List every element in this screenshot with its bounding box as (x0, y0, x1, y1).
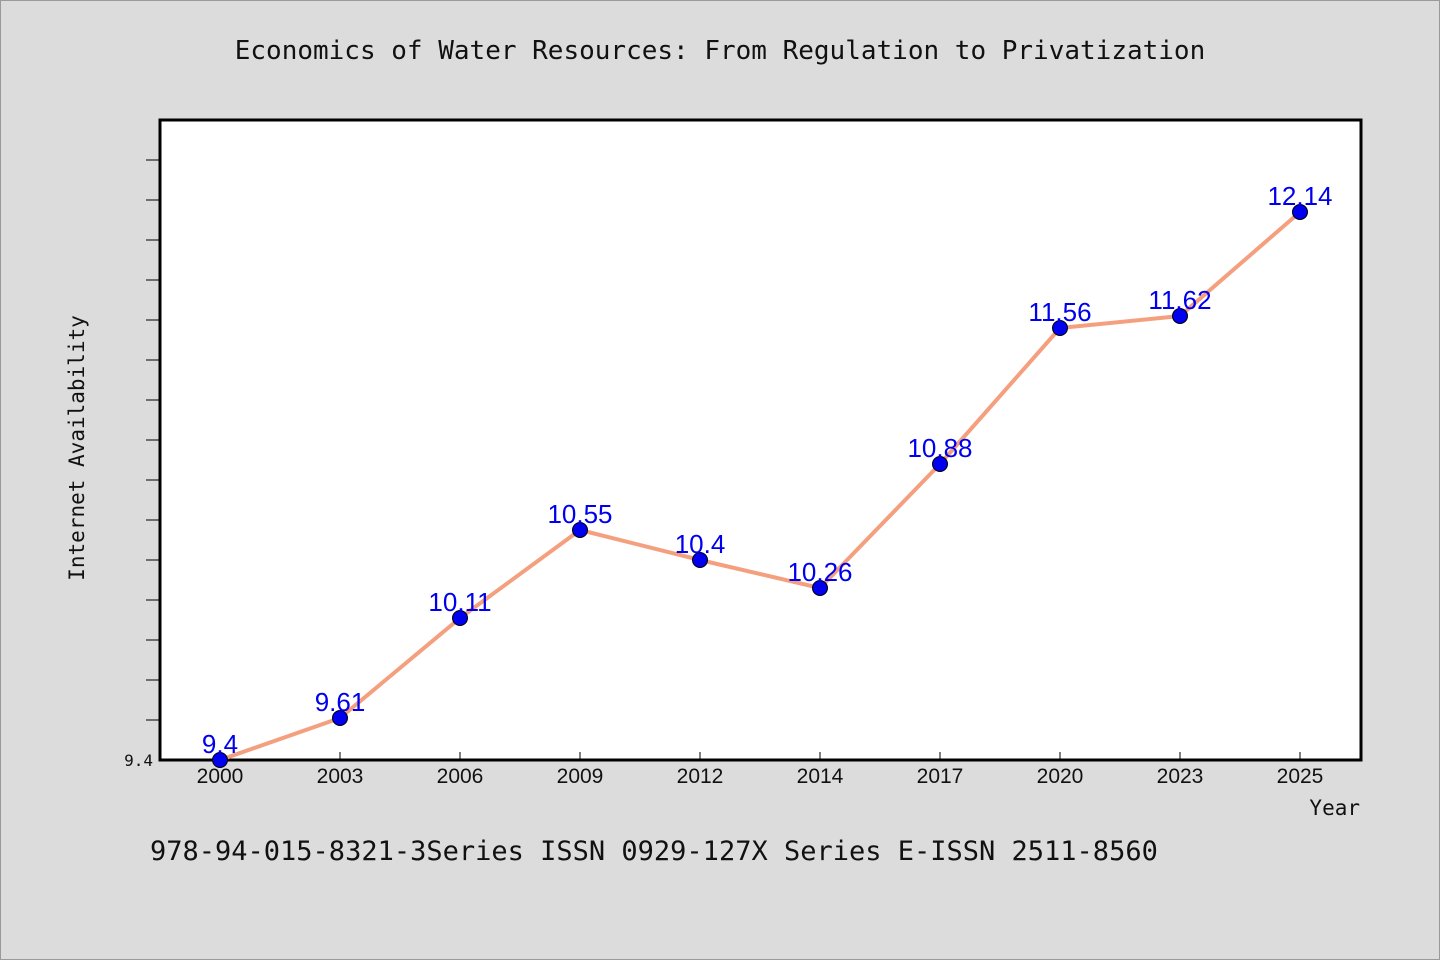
data-point (332, 710, 348, 726)
data-label: 11.56 (1028, 297, 1091, 327)
x-tick-label: 2009 (557, 765, 604, 788)
data-point (812, 580, 828, 596)
x-tick-label: 2014 (797, 765, 844, 788)
data-labels: 9.4 9.61 10.11 10.55 10.4 10.26 10.88 11.56 11.6… (202, 181, 1333, 759)
data-label: 9.61 (315, 687, 366, 717)
x-tick-label: 2025 (1277, 765, 1324, 788)
data-point (692, 552, 708, 568)
x-tick-label: 2000 (197, 765, 244, 788)
x-axis-ticks: 2000 2003 2006 2009 2012 2014 2017 2020 2023 2025 (197, 752, 1324, 788)
isbn-footer: 978-94-015-8321-3Series ISSN 0929-127X S… (150, 836, 1158, 867)
data-point (1172, 308, 1188, 324)
data-point (572, 522, 588, 538)
x-tick-label: 2020 (1037, 765, 1084, 788)
data-markers (212, 204, 1308, 768)
y-axis-ticks: 9.4 (124, 159, 160, 770)
data-point (452, 610, 468, 626)
series-line (219, 210, 1302, 762)
data-point (212, 752, 228, 768)
data-label: 10.26 (787, 557, 852, 587)
plot-area (158, 118, 1363, 762)
data-point (932, 456, 948, 472)
y-tick-label: 9.4 (124, 751, 153, 770)
data-point (1052, 320, 1068, 336)
data-label: 12.14 (1267, 181, 1332, 211)
data-label: 10.55 (547, 499, 612, 529)
data-label: 10.4 (675, 529, 726, 559)
x-axis-label: Year (1309, 796, 1360, 820)
chart-title: Economics of Water Resources: From Regul… (234, 36, 1206, 66)
data-label: 10.11 (428, 587, 491, 617)
x-tick-label: 2006 (437, 765, 484, 788)
data-label: 11.62 (1148, 285, 1211, 315)
x-tick-label: 2003 (317, 765, 364, 788)
data-label: 10.88 (907, 433, 972, 463)
data-label: 9.4 (202, 729, 238, 759)
x-tick-label: 2017 (917, 765, 964, 788)
data-point (1292, 204, 1308, 220)
x-tick-label: 2012 (677, 765, 724, 788)
x-tick-label: 2023 (1157, 765, 1204, 788)
